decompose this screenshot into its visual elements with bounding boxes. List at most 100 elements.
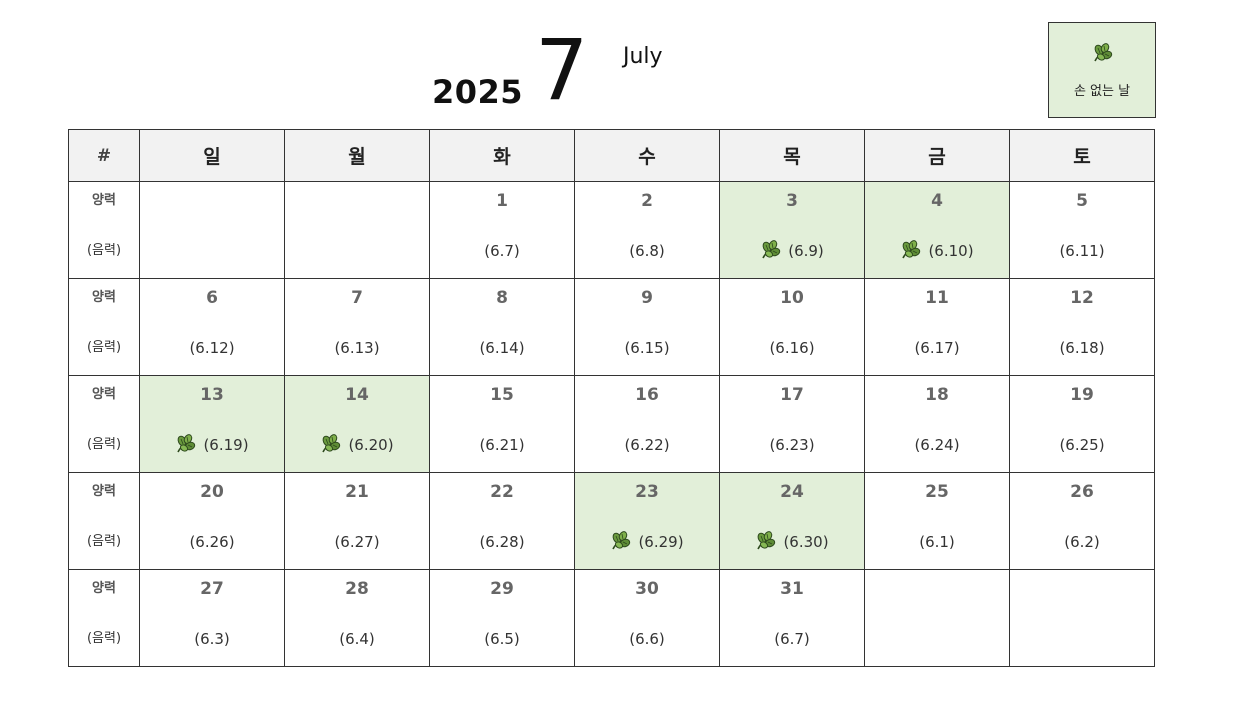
lunar-date-wrap: (6.19): [140, 424, 284, 472]
solar-date: [140, 182, 284, 230]
lunar-date-wrap: (6.18): [1010, 327, 1154, 375]
day-cell[interactable]: 16 (6.22): [574, 375, 720, 473]
solar-date: 23: [635, 482, 659, 502]
day-cell[interactable]: 29 (6.5): [429, 569, 575, 667]
weekday-header: 금: [864, 129, 1010, 182]
row-label-cell: 양력 (음력): [68, 375, 140, 473]
day-cell[interactable]: 2 (6.8): [574, 181, 720, 279]
solar-date: 2: [641, 191, 653, 211]
solar-date: 21: [345, 482, 369, 502]
day-cell[interactable]: 20 (6.26): [139, 472, 285, 570]
day-cell[interactable]: 31 (6.7): [719, 569, 865, 667]
day-cell[interactable]: 13 (6.19): [139, 375, 285, 473]
lunar-date: (6.13): [334, 339, 380, 357]
day-cell[interactable]: 9 (6.15): [574, 278, 720, 376]
lunar-date: (6.26): [189, 533, 235, 551]
weekday-header: 일: [139, 129, 285, 182]
day-cell[interactable]: 19 (6.25): [1009, 375, 1155, 473]
lunar-date: (6.15): [624, 339, 670, 357]
lunar-date-wrap: (6.21): [430, 424, 574, 472]
row-label-cell: 양력 (음력): [68, 278, 140, 376]
day-cell[interactable]: 25 (6.1): [864, 472, 1010, 570]
weekday-header: 월: [284, 129, 430, 182]
solar-date: [1010, 570, 1154, 618]
lunar-date: (6.10): [928, 242, 974, 260]
lunar-date-wrap: (6.29): [575, 521, 719, 569]
day-cell[interactable]: 10 (6.16): [719, 278, 865, 376]
lunar-date: (6.23): [769, 436, 815, 454]
lunar-date: (6.30): [783, 533, 829, 551]
lunar-date-wrap: (6.20): [285, 424, 429, 472]
solar-row-label: 양력: [92, 290, 116, 305]
leaf-icon: [320, 433, 342, 454]
lunar-date: (6.12): [189, 339, 235, 357]
solar-date: 4: [931, 191, 943, 211]
lunar-date-wrap: (6.11): [1010, 230, 1154, 278]
day-cell[interactable]: 1 (6.7): [429, 181, 575, 279]
day-cell[interactable]: 28 (6.4): [284, 569, 430, 667]
day-cell[interactable]: 30 (6.6): [574, 569, 720, 667]
solar-date: 26: [1070, 482, 1094, 502]
lunar-date: (6.7): [484, 242, 520, 260]
lunar-date-wrap: (6.10): [865, 230, 1009, 278]
lunar-date-wrap: (6.12): [140, 327, 284, 375]
lunar-date-wrap: (6.17): [865, 327, 1009, 375]
lunar-date: (6.29): [638, 533, 684, 551]
lunar-date-wrap: (6.27): [285, 521, 429, 569]
day-cell[interactable]: 8 (6.14): [429, 278, 575, 376]
solar-date: 8: [496, 288, 508, 308]
lunar-date: (6.9): [788, 242, 824, 260]
lunar-date: (6.28): [479, 533, 525, 551]
day-cell[interactable]: 3 (6.9): [719, 181, 865, 279]
lunar-date-wrap: (6.15): [575, 327, 719, 375]
day-cell[interactable]: 7 (6.13): [284, 278, 430, 376]
day-cell[interactable]: 27 (6.3): [139, 569, 285, 667]
lunar-date: (6.25): [1059, 436, 1105, 454]
day-cell[interactable]: 5 (6.11): [1009, 181, 1155, 279]
solar-date: [865, 570, 1009, 618]
weekday-header: 수: [574, 129, 720, 182]
lunar-date: (6.14): [479, 339, 525, 357]
solar-date: 11: [925, 288, 949, 308]
day-cell[interactable]: 23 (6.29): [574, 472, 720, 570]
lunar-date-wrap: (6.9): [720, 230, 864, 278]
legend-box: 손 없는 날: [1048, 22, 1156, 118]
solar-date: 29: [490, 579, 514, 599]
day-cell[interactable]: 17 (6.23): [719, 375, 865, 473]
day-cell[interactable]: 26 (6.2): [1009, 472, 1155, 570]
lunar-date-wrap: [1010, 618, 1154, 666]
solar-date: 1: [496, 191, 508, 211]
solar-date: 10: [780, 288, 804, 308]
solar-date: 19: [1070, 385, 1094, 405]
leaf-icon: [175, 433, 197, 454]
day-cell[interactable]: 18 (6.24): [864, 375, 1010, 473]
day-cell[interactable]: 15 (6.21): [429, 375, 575, 473]
day-cell[interactable]: 24 (6.30): [719, 472, 865, 570]
week-row: 양력 (음력) 20 (6.26) 21 (6.27) 22 (6.28) 23 (6.29) 24…: [68, 472, 1155, 570]
lunar-date: (6.3): [194, 630, 230, 648]
day-cell[interactable]: 6 (6.12): [139, 278, 285, 376]
solar-date: 13: [200, 385, 224, 405]
lunar-date: (6.21): [479, 436, 525, 454]
lunar-date-wrap: (6.30): [720, 521, 864, 569]
solar-date: [285, 182, 429, 230]
solar-date: 27: [200, 579, 224, 599]
day-cell[interactable]: 11 (6.17): [864, 278, 1010, 376]
leaf-icon: [755, 530, 777, 551]
day-cell[interactable]: 22 (6.28): [429, 472, 575, 570]
solar-date: 28: [345, 579, 369, 599]
solar-date: 15: [490, 385, 514, 405]
lunar-date: (6.2): [1064, 533, 1100, 551]
day-cell[interactable]: 14 (6.20): [284, 375, 430, 473]
day-cell[interactable]: 12 (6.18): [1009, 278, 1155, 376]
weekday-header: 화: [429, 129, 575, 182]
empty-day-cell: [864, 569, 1010, 667]
calendar-table: # 일 월 화 수 목 금 토 양력 (음력) 1 (6.7) 2 (6.8) 3 (6.9)…: [68, 129, 1155, 667]
lunar-date: (6.6): [629, 630, 665, 648]
day-cell[interactable]: 21 (6.27): [284, 472, 430, 570]
solar-date: 30: [635, 579, 659, 599]
solar-date: 18: [925, 385, 949, 405]
lunar-date-wrap: (6.2): [1010, 521, 1154, 569]
weekday-header: 토: [1009, 129, 1155, 182]
day-cell[interactable]: 4 (6.10): [864, 181, 1010, 279]
